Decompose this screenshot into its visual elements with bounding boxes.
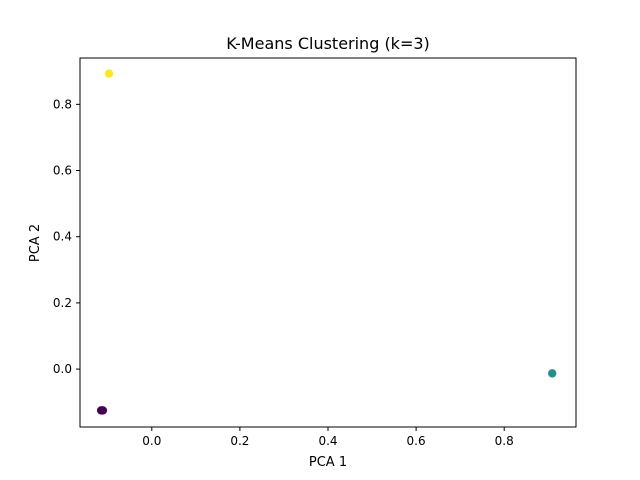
data-point-cluster-0: [98, 406, 108, 415]
data-point-cluster-2: [104, 69, 114, 78]
y-tick-label: 0.8: [53, 97, 72, 111]
x-tick-label: 0.8: [495, 434, 514, 448]
y-tick-label: 0.0: [53, 362, 72, 376]
x-tick-label: 0.6: [407, 434, 426, 448]
x-tick-label: 0.0: [142, 434, 161, 448]
y-tick-label: 0.6: [53, 164, 72, 178]
y-axis-label: PCA 2: [28, 224, 43, 262]
data-point-cluster-1: [548, 369, 557, 378]
x-tick-label: 0.2: [230, 434, 249, 448]
y-tick-label: 0.2: [53, 296, 72, 310]
y-tick-label: 0.4: [53, 230, 72, 244]
x-tick-label: 0.4: [318, 434, 337, 448]
chart-title: K-Means Clustering (k=3): [226, 34, 430, 53]
plot-area: 0.0 0.2 0.4 0.6 0.8 0.0 0.2 0.4 0.6 0.8: [53, 57, 577, 448]
x-axis-label: PCA 1: [309, 455, 347, 470]
